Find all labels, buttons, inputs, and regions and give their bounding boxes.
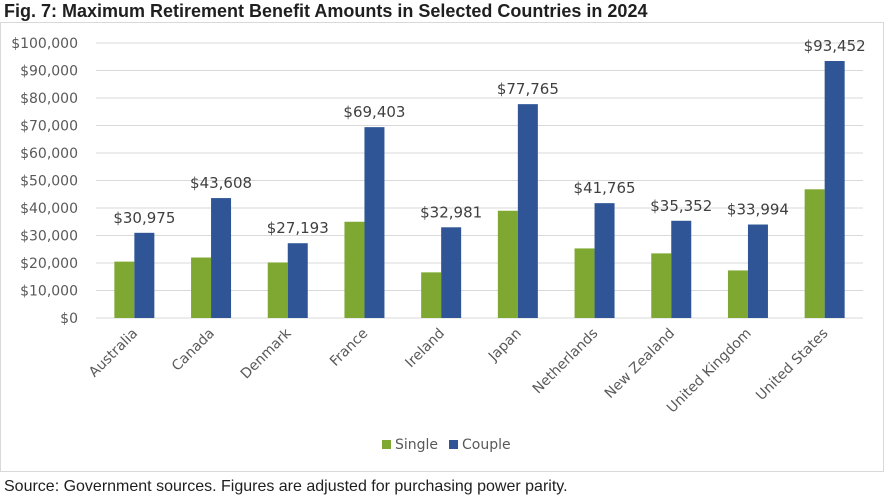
- y-tick-label: $70,000: [20, 119, 78, 135]
- bar-couple-ireland: [441, 227, 462, 318]
- x-category-label: Netherlands: [530, 326, 602, 398]
- data-label: $43,608: [190, 174, 252, 192]
- bar-couple-united-kingdom: [747, 224, 768, 318]
- y-tick-label: $80,000: [20, 91, 78, 107]
- y-tick-label: $30,000: [20, 229, 78, 245]
- bar-single-ireland: [421, 272, 442, 318]
- data-label: $69,403: [343, 103, 405, 121]
- y-tick-label: $50,000: [20, 174, 78, 190]
- y-tick-label: $40,000: [20, 201, 78, 217]
- x-category-label: Denmark: [238, 325, 295, 382]
- bar-single-australia: [114, 261, 135, 318]
- y-tick-label: $0: [60, 311, 78, 327]
- bar-single-denmark: [267, 262, 288, 318]
- bar-single-netherlands: [574, 248, 595, 318]
- chart-area-border: [0, 22, 884, 472]
- x-category-label: Canada: [169, 326, 218, 375]
- data-label: $30,975: [113, 209, 175, 227]
- bar-couple-japan: [517, 104, 538, 319]
- data-label: $27,193: [267, 219, 329, 237]
- y-tick-label: $20,000: [20, 256, 78, 272]
- bar-single-france: [344, 221, 365, 318]
- y-tick-label: $60,000: [20, 146, 78, 162]
- bar-couple-netherlands: [594, 203, 615, 318]
- x-category-label: Ireland: [402, 326, 448, 372]
- bar-couple-new-zealand: [671, 220, 692, 318]
- data-label: $33,994: [727, 201, 789, 219]
- data-label: $35,352: [650, 197, 712, 215]
- bar-single-canada: [191, 257, 212, 318]
- y-tick-label: $90,000: [20, 64, 78, 80]
- bar-couple-denmark: [287, 243, 308, 318]
- data-label: $93,452: [804, 37, 866, 55]
- x-category-label: France: [327, 326, 371, 370]
- bar-couple-france: [364, 127, 385, 318]
- chart-title: Fig. 7: Maximum Retirement Benefit Amoun…: [4, 1, 648, 21]
- bar-couple-united-states: [824, 61, 845, 319]
- bar-single-japan: [497, 210, 518, 318]
- bar-single-united-states: [804, 189, 825, 318]
- source-note: Source: Government sources. Figures are …: [4, 478, 568, 495]
- x-category-label: United States: [753, 326, 831, 404]
- x-category-label: United Kingdom: [664, 326, 755, 417]
- legend-swatch-couple: [449, 440, 458, 449]
- data-label: $41,765: [574, 179, 636, 197]
- bar-couple-canada: [211, 198, 232, 318]
- x-category-label: Australia: [86, 326, 141, 381]
- data-label: $77,765: [497, 80, 559, 98]
- y-tick-label: $100,000: [11, 36, 78, 52]
- data-label: $32,981: [420, 203, 482, 221]
- legend-swatch-single: [382, 440, 391, 449]
- legend-label-single: Single: [395, 437, 438, 453]
- legend-label-couple: Couple: [462, 437, 511, 453]
- bar-single-new-zealand: [651, 253, 672, 318]
- bar-couple-australia: [134, 232, 155, 318]
- bar-single-united-kingdom: [727, 270, 748, 318]
- y-tick-label: $10,000: [20, 284, 78, 300]
- x-category-label: New Zealand: [602, 326, 678, 402]
- x-category-label: Japan: [485, 326, 525, 366]
